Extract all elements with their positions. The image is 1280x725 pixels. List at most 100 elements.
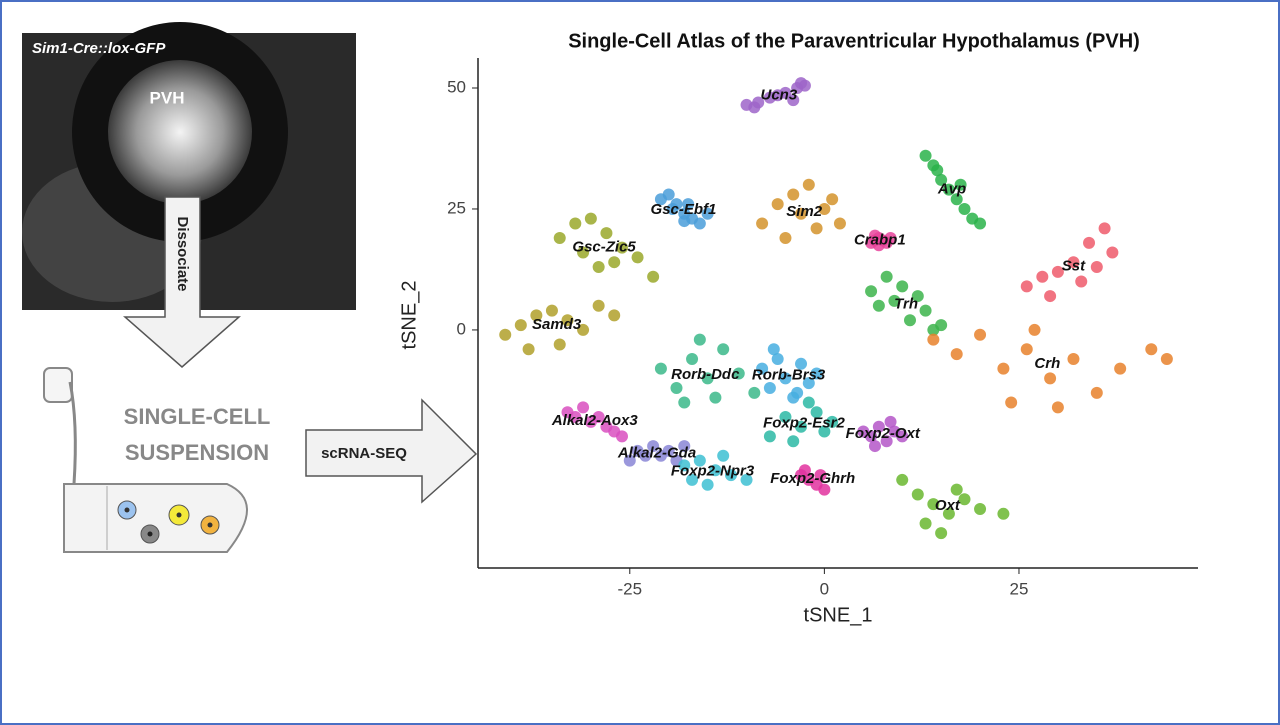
cell-point: [795, 420, 808, 433]
cell-point: [740, 473, 753, 486]
cell-point: [771, 89, 784, 102]
cell-point: [592, 299, 605, 312]
cell-point: [795, 357, 808, 370]
cell-point: [701, 372, 714, 385]
cell-point: [818, 425, 831, 438]
cell-point: [1106, 246, 1119, 259]
tube-cap: [43, 367, 73, 403]
cell-point: [662, 444, 675, 457]
cell-point: [1044, 372, 1057, 385]
cluster-label: Foxp2-Ghrh: [770, 470, 855, 487]
cell-point: [686, 352, 699, 365]
cell-point: [779, 411, 792, 424]
cluster-label: Samd3: [532, 316, 582, 333]
cell-point: [779, 232, 792, 244]
cell-point: [868, 229, 881, 242]
cell-point: [1075, 275, 1088, 288]
cell-point: [732, 367, 745, 380]
cell-point: [787, 94, 800, 107]
cell-point: [896, 473, 909, 486]
cell-point: [958, 202, 971, 215]
cell-point: [693, 333, 706, 346]
cell-point: [592, 411, 605, 424]
cell-point: [911, 290, 924, 303]
cluster-label: Trh: [894, 295, 918, 312]
cell-point: [810, 367, 823, 380]
cell-point: [818, 202, 831, 215]
image-label: PVH: [150, 88, 185, 107]
image-caption: Sim1-Cre::lox-GFP: [32, 40, 166, 57]
cell-point: [931, 164, 944, 177]
cell-point: [888, 294, 901, 307]
cell-point: [693, 217, 706, 230]
cell-point: [826, 193, 839, 206]
cluster-label: Alkal2-Gda: [617, 444, 696, 461]
cell-point: [608, 256, 621, 269]
cell-point: [701, 478, 714, 491]
cluster-label: Gsc-Ebf1: [651, 201, 717, 218]
cell-point: [884, 415, 897, 428]
cluster-label: Alkal2-Aox3: [551, 412, 639, 429]
cell-point: [1090, 386, 1103, 399]
cell-point: [709, 391, 722, 404]
cluster-label: Crh: [1034, 355, 1060, 372]
cell-point: [997, 507, 1010, 520]
cell-point: [1028, 323, 1041, 336]
cell-point: [787, 435, 800, 448]
cell-point: [514, 319, 527, 332]
cell-point: [974, 217, 987, 230]
cell-point: [1051, 401, 1064, 414]
cell-point: [942, 183, 955, 196]
cell-point: [639, 449, 652, 462]
cell-point: [1090, 261, 1103, 274]
cell-point: [577, 401, 590, 414]
cell-point: [686, 473, 699, 486]
cluster-label: Foxp2-Esr2: [763, 415, 845, 432]
tube-body: [63, 483, 248, 553]
suspension-label: SUSPENSION: [125, 440, 269, 465]
cell-point: [763, 382, 776, 394]
cell-point: [1020, 343, 1033, 356]
cell-point: [950, 483, 963, 496]
cluster-label: Foxp2-Oxt: [846, 425, 921, 442]
x-axis-label: tSNE_1: [804, 604, 873, 626]
cell-point: [872, 239, 885, 252]
cell-point: [748, 386, 761, 399]
cell-point: [919, 517, 932, 530]
x-tick-label: -25: [617, 579, 642, 598]
cell-point: [553, 338, 566, 351]
cell-point: [767, 343, 780, 356]
cell-point: [682, 198, 695, 211]
chart-title: Single-Cell Atlas of the Paraventricular…: [568, 30, 1140, 52]
pvh-region: [108, 60, 252, 204]
y-tick-label: 25: [447, 198, 466, 217]
cell-point: [1036, 270, 1049, 283]
cell-point: [1098, 222, 1111, 235]
cell-point: [748, 101, 761, 114]
cell-point: [1160, 352, 1173, 365]
cell-point: [779, 372, 792, 385]
cell-point: [1114, 362, 1127, 375]
cell-point: [787, 188, 800, 201]
cell-point: [577, 323, 590, 336]
cell-point: [569, 217, 582, 230]
cell-point: [795, 207, 808, 220]
cell-point: [569, 411, 582, 424]
cell-point: [647, 440, 660, 453]
tube-hinge: [68, 381, 77, 485]
cell-point: [771, 352, 784, 365]
nucleus: [207, 522, 213, 528]
cell-point: [904, 314, 916, 327]
cell-point: [499, 328, 512, 341]
cell-point: [1020, 280, 1033, 293]
cell-point: [616, 430, 628, 443]
x-tick-label: 0: [820, 579, 829, 598]
cell-point: [942, 507, 955, 520]
cell-point: [756, 217, 769, 230]
cluster-label: Avp: [937, 181, 966, 198]
step-label: scRNA-SEQ: [321, 445, 407, 462]
nucleus: [147, 531, 153, 537]
arrow-right: [305, 398, 478, 504]
cell-point: [678, 215, 691, 228]
